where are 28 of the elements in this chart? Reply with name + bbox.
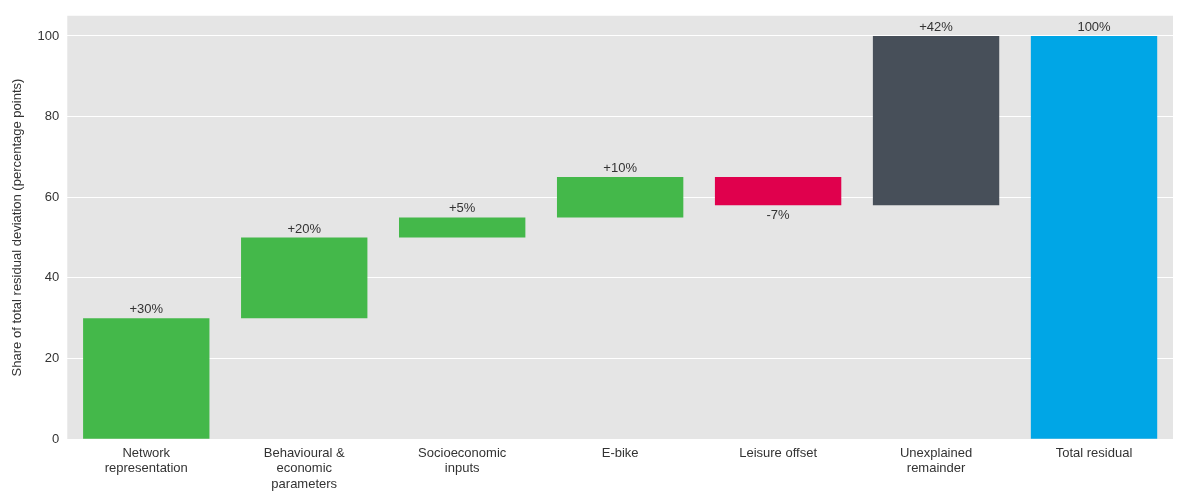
bar: [83, 318, 210, 439]
data-label: +30%: [129, 301, 164, 317]
x-tick-label: Network representation: [104, 444, 188, 476]
x-tick-label: Unexplained remainder: [899, 444, 973, 476]
y-tick-label: 40: [44, 269, 60, 285]
data-label: -7%: [766, 207, 791, 223]
data-label: +42%: [919, 19, 954, 35]
bar: [872, 35, 1000, 206]
y-tick-label: 60: [44, 188, 60, 204]
bar: [1030, 35, 1158, 439]
data-label: +5%: [448, 200, 476, 216]
bar: [556, 177, 684, 218]
x-tick-label: Socioeconomic inputs: [418, 444, 507, 476]
x-tick-label: Leisure offset: [739, 444, 818, 460]
bar: [399, 217, 526, 238]
data-label: +20%: [287, 220, 322, 236]
bar: [241, 237, 368, 319]
y-tick-label: 20: [44, 350, 60, 366]
x-tick-label: Behavioural & economic parameters: [263, 444, 346, 491]
x-tick-label: Total residual: [1055, 444, 1133, 460]
y-tick-label: 0: [52, 430, 60, 446]
y-tick-label: 80: [44, 108, 60, 124]
y-axis-title: Share of total residual deviation (percentage points): [9, 78, 25, 377]
y-tick-label: 100: [37, 27, 60, 43]
data-label: +10%: [603, 160, 638, 176]
x-tick-label: E-bike: [601, 444, 639, 460]
bar: [714, 177, 842, 206]
data-label: 100%: [1077, 19, 1112, 35]
